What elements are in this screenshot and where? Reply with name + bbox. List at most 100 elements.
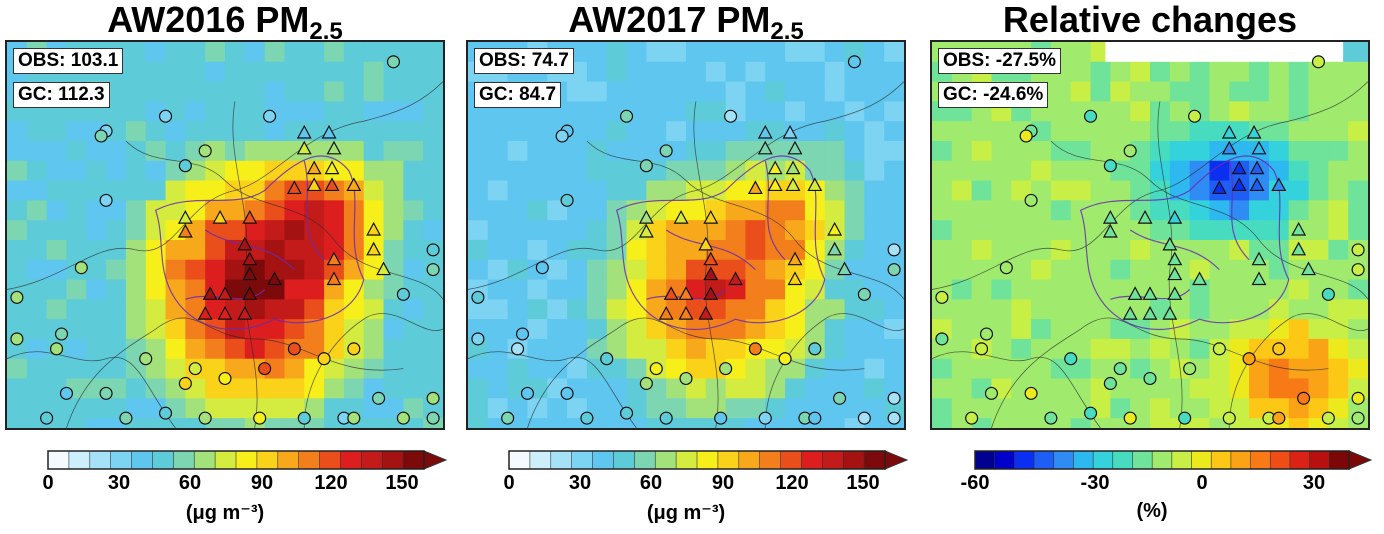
colorbar-tick: 90 <box>250 472 274 494</box>
site-circle <box>600 352 614 366</box>
colorbar-segment <box>361 450 384 470</box>
site-circle <box>979 327 994 341</box>
site-triangle <box>1251 271 1267 286</box>
colorbar-tick: 150 <box>846 472 880 494</box>
site-triangle <box>242 286 258 300</box>
site-triangle <box>1249 177 1265 192</box>
site-triangle <box>237 306 253 320</box>
site-triangle <box>785 177 801 192</box>
site-triangle <box>1291 221 1307 236</box>
site-triangle <box>197 306 213 320</box>
colorbar-segment <box>298 450 321 470</box>
site-circle <box>297 411 311 425</box>
site-circle <box>1024 386 1038 400</box>
site-circle <box>719 362 733 376</box>
site-circle <box>10 290 24 304</box>
colorbar-segment <box>319 450 342 470</box>
colorbar-segment <box>529 450 552 470</box>
colorbar-segment <box>1250 450 1272 470</box>
colorbar-segment <box>402 450 425 470</box>
site-triangle <box>837 261 852 276</box>
site-triangle <box>1271 177 1287 192</box>
site-triangle <box>703 251 719 266</box>
colorbar-segment <box>780 450 803 470</box>
colorbar-segment <box>974 450 996 470</box>
colorbar-segment <box>1171 450 1193 470</box>
site-triangle <box>346 177 362 192</box>
colorbar-segment <box>1329 450 1350 470</box>
colorbar-segment <box>47 450 70 470</box>
site-triangle <box>698 236 714 251</box>
site-triangle <box>296 124 312 139</box>
site-circle <box>847 55 861 69</box>
site-triangle <box>787 271 803 286</box>
site-triangle <box>267 271 282 286</box>
site-triangle <box>321 124 337 139</box>
site-circle <box>426 263 440 277</box>
site-triangle <box>366 241 382 256</box>
site-triangle <box>1249 160 1265 175</box>
colorbar-segment <box>1289 450 1311 470</box>
colorbar-segment <box>68 450 91 470</box>
site-circle <box>580 411 594 425</box>
colorbar-segment <box>193 450 216 470</box>
colorbar-tick: 90 <box>711 472 735 494</box>
site-circle <box>426 243 440 257</box>
pm25-map-2017: OBS: 74.7 GC: 84.7 <box>466 40 906 430</box>
site-circle <box>659 144 673 158</box>
site-triangle <box>306 177 322 192</box>
site-circle <box>560 193 574 207</box>
site-circle <box>639 376 653 390</box>
site-triangle <box>698 306 714 320</box>
site-triangle <box>1167 209 1183 224</box>
panel-aw2017: AW2017 PM2.5 OBS: 74.7 GC: 84.7 0 30 60 … <box>466 0 909 534</box>
colorbar-segment <box>1151 450 1173 470</box>
site-circle <box>1297 391 1311 405</box>
colorbar-segment <box>759 450 782 470</box>
site-circle <box>317 352 331 366</box>
site-triangle <box>663 286 679 300</box>
colorbar-segment <box>1132 450 1153 470</box>
colorbar-segment <box>717 450 740 470</box>
site-circle <box>758 411 772 425</box>
site-circle <box>887 391 901 405</box>
site-circle <box>54 327 69 341</box>
colorbar-segment <box>1112 450 1134 470</box>
site-triangle <box>324 177 340 192</box>
colorbar-segment <box>152 450 175 470</box>
colorbar-segment <box>1073 450 1094 470</box>
colorbar-unit: (μg m⁻³) <box>185 502 265 524</box>
colorbar-tick: 60 <box>639 472 663 494</box>
panel-title: AW2017 PM2.5 <box>568 0 804 45</box>
site-triangle <box>673 209 689 224</box>
site-triangle <box>782 124 798 139</box>
site-circle <box>386 55 400 69</box>
site-triangle <box>296 140 312 155</box>
site-circle <box>714 411 728 425</box>
site-circle <box>535 261 549 275</box>
site-circle <box>159 109 173 123</box>
site-triangle <box>827 221 843 236</box>
site-circle <box>10 332 24 346</box>
gc-label: GC: -24.6% <box>938 82 1049 108</box>
colorbar-segment <box>381 450 404 470</box>
site-triangle <box>1251 140 1267 155</box>
site-circle <box>188 362 202 376</box>
colorbar-tick: -30 <box>1080 472 1110 494</box>
site-triangle <box>242 209 258 224</box>
site-circle <box>1084 406 1098 420</box>
site-triangle <box>326 140 342 155</box>
site-circle <box>1311 55 1325 69</box>
site-triangle <box>237 236 253 251</box>
colorbar-segment <box>863 450 886 470</box>
site-circle <box>515 327 530 341</box>
site-circle <box>1113 362 1127 376</box>
colorbar-segment <box>110 450 133 470</box>
colorbar-segment <box>173 450 196 470</box>
site-circle <box>1242 352 1256 366</box>
pm25-map-2016: OBS: 103.1 GC: 112.3 <box>5 40 445 430</box>
site-circle <box>808 411 822 425</box>
site-triangle <box>1221 124 1237 139</box>
site-circle <box>119 411 133 425</box>
colorbar-tick: 150 <box>385 472 419 494</box>
